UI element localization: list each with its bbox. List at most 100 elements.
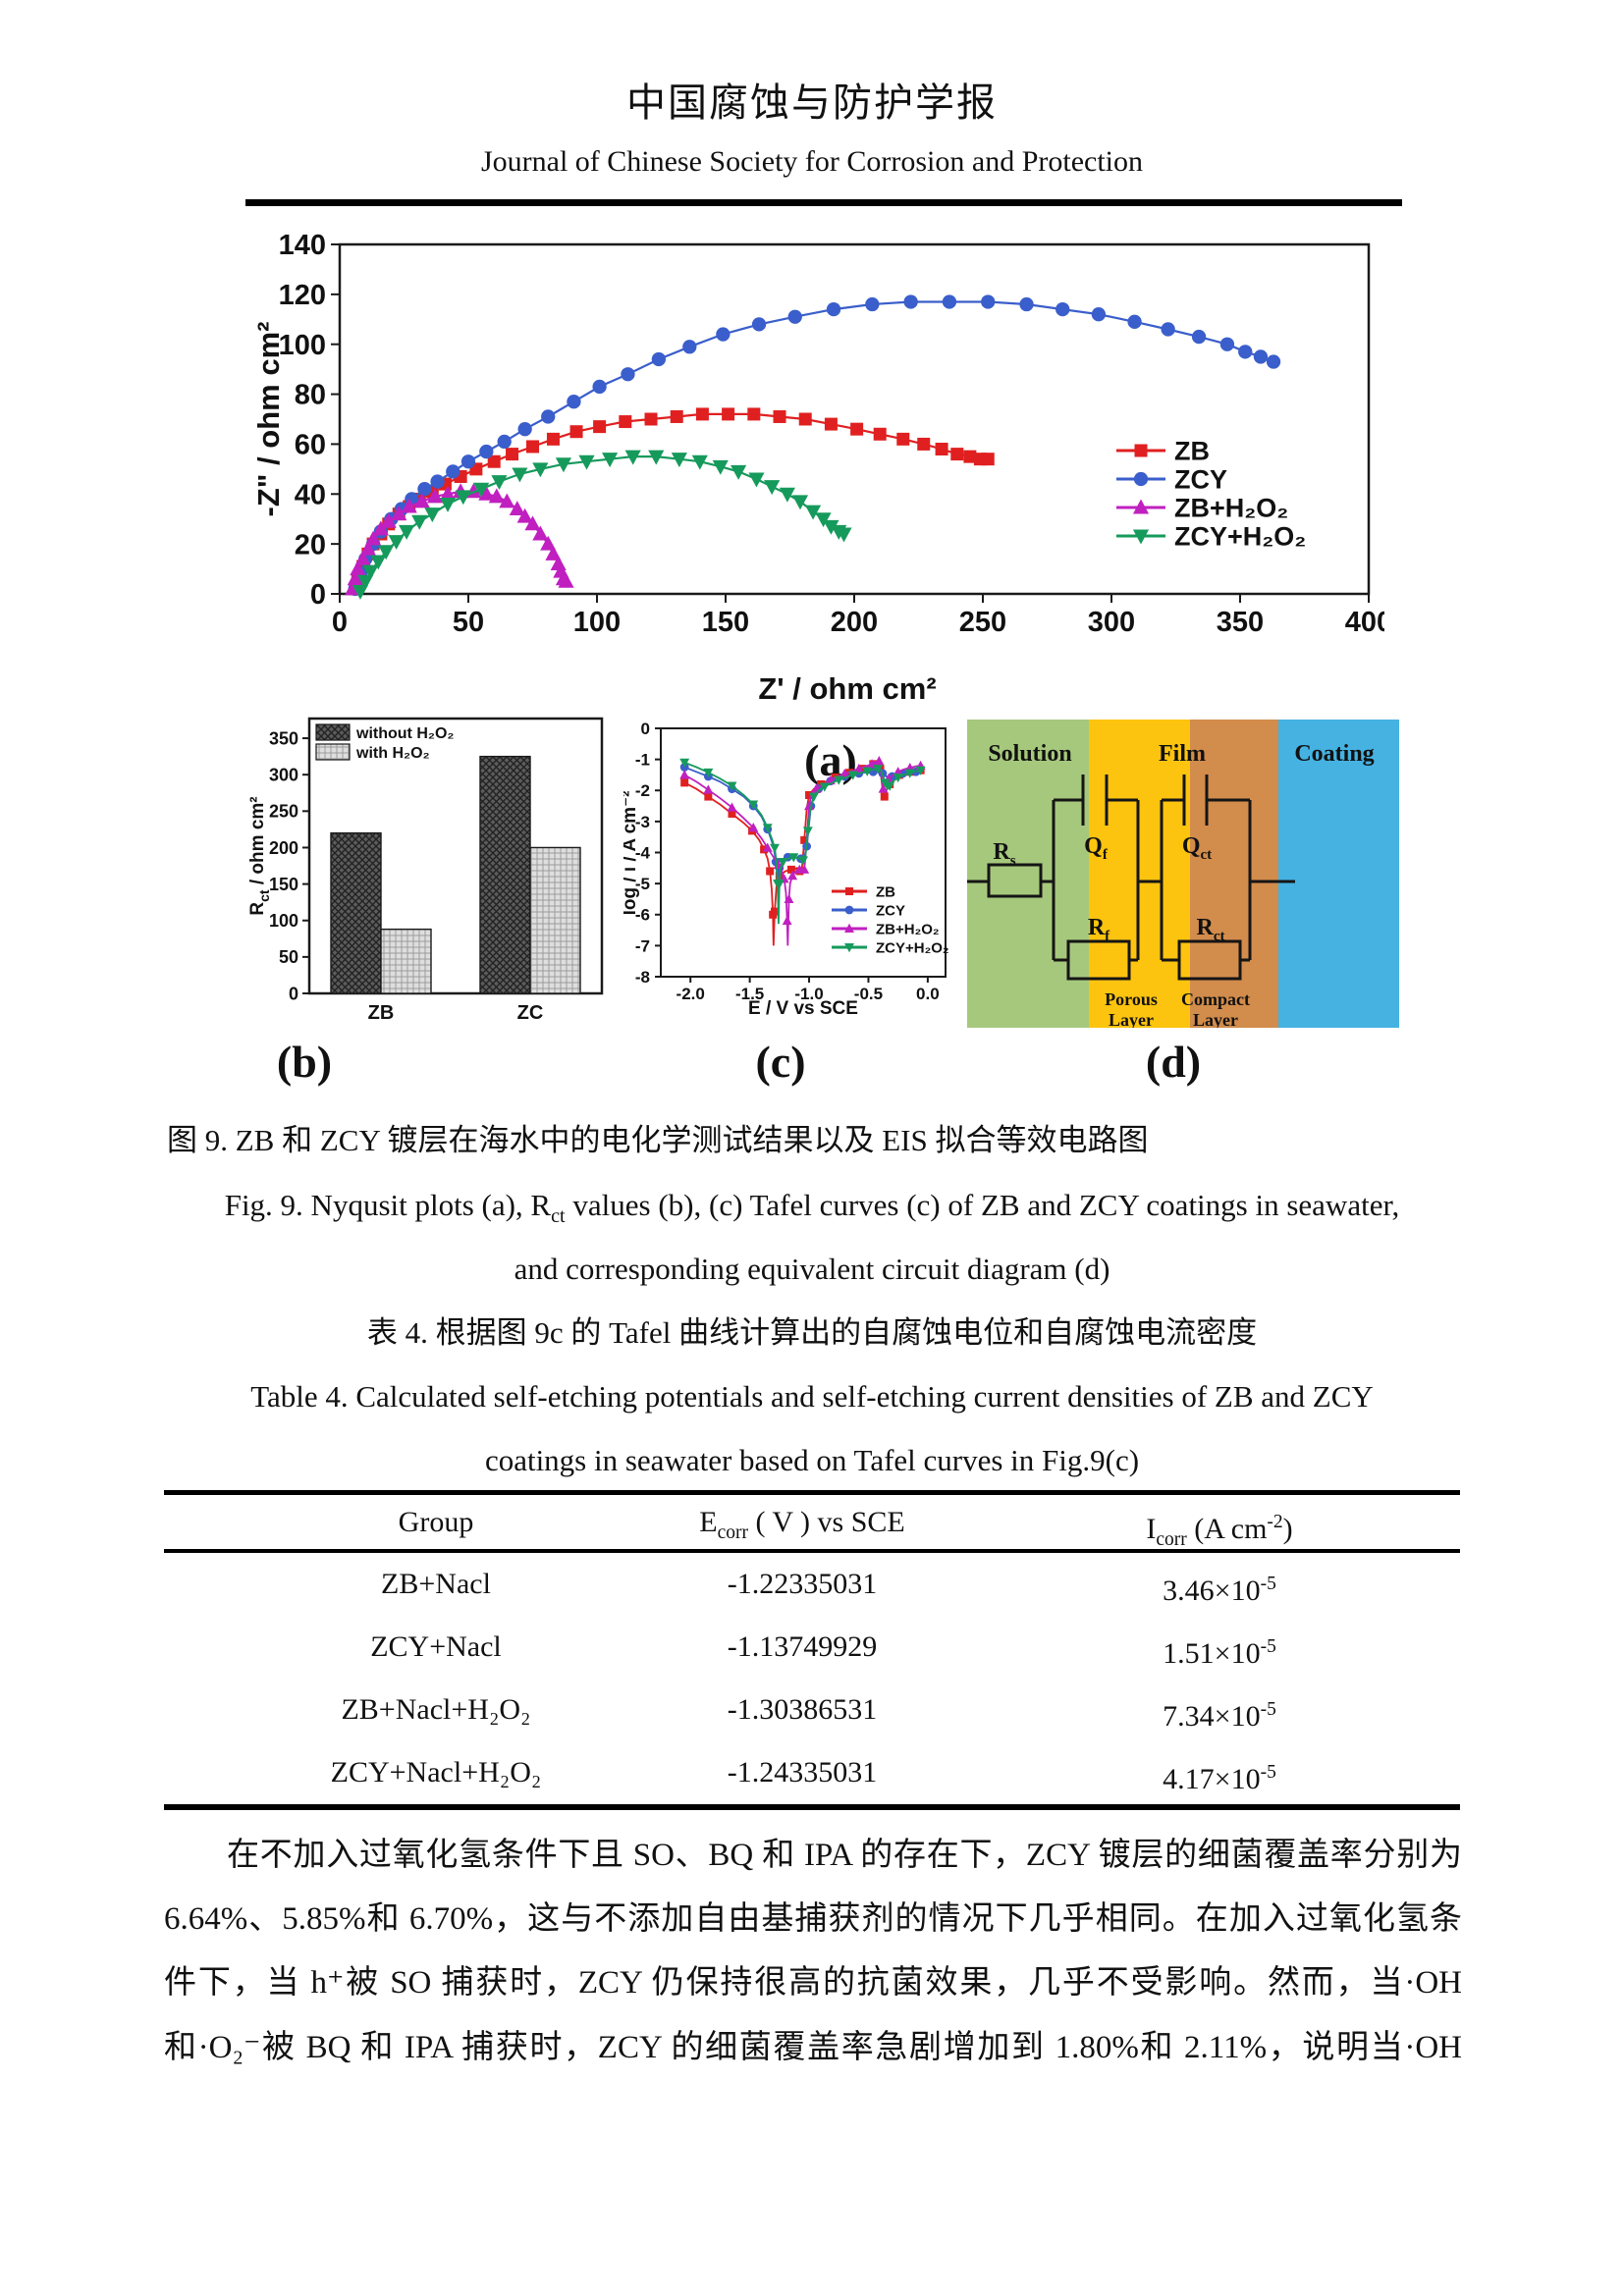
zone-label-solution: Solution: [988, 741, 1071, 767]
header-cell-ecorr: Ecorr ( V ) vs SCE: [699, 1502, 905, 1554]
figure-caption-en-1: Fig. 9. Nyqusit plots (a), Rct values (b…: [0, 1186, 1624, 1236]
equivalent-circuit-panel: Solution Film Coating Rs Qf Rf Qct Rct Porous Lay…: [967, 712, 1399, 1028]
bar-ZB-without H₂O₂: [330, 831, 382, 994]
icorr-exponent: -5: [1260, 1762, 1276, 1783]
figure-caption-en-1-post: values (b), (c) Tafel curves (c) of ZB a…: [565, 1188, 1400, 1222]
icorr-exponent: -5: [1260, 1574, 1276, 1594]
ecorr-unit: ( V ) vs SCE: [747, 1505, 905, 1538]
panel-label-c: (c): [755, 1037, 806, 1087]
y-tick-label: -3: [635, 813, 650, 831]
y-tick-label: 100: [269, 911, 298, 931]
x-tick-label: 100: [573, 607, 621, 638]
table-caption-en-2: coatings in seawater based on Tafel curv…: [484, 1443, 1140, 1477]
legend-swatch: [315, 743, 351, 761]
cell-ecorr: -1.22335031: [727, 1568, 878, 1600]
y-tick-label: -6: [635, 906, 650, 925]
icorr-mantissa: 4.17×10: [1163, 1763, 1261, 1795]
nyquist-plot-panel: 0 50 100 150 200 250 300 350 400 0 20 40 60 80 100 120 1…: [245, 211, 1384, 736]
icorr-symbol: I: [1146, 1512, 1157, 1545]
y-tick-label: 350: [269, 728, 298, 748]
body-paragraph-line-1: 在不加入过氧化氢条件下且 SO、BQ 和 IPA 的存在下，ZCY 镀层的细菌覆…: [227, 1838, 1462, 1873]
porous-layer-label: Porous: [1105, 989, 1158, 1009]
figure-caption-en-1-pre: Fig. 9. Nyqusit plots (a), R: [224, 1188, 552, 1222]
header-rule: [245, 199, 1402, 206]
icorr-mantissa: 7.34×10: [1163, 1700, 1261, 1733]
label-qct: Qct: [1182, 833, 1212, 863]
body-paragraph-line-2: 6.64%、5.85%和 6.70%，这与不添加自由基捕获剂的情况下几乎相同。在…: [164, 1901, 1462, 1937]
x-axis-label: E / V vs SCE: [748, 998, 858, 1019]
plot-frame: [307, 717, 604, 995]
compact-layer-label: Compact: [1181, 989, 1250, 1009]
table-header-row: Group Ecorr ( V ) vs SCE Icorr (A cm-2): [164, 1495, 1460, 1550]
y-tick-label: 120: [279, 280, 326, 311]
y-tick-label: -8: [635, 968, 650, 987]
figure-caption-en-1-sub: ct: [551, 1205, 566, 1228]
y-tick-label: 0: [289, 984, 298, 1003]
x-tick-label: -1.0: [794, 985, 823, 1003]
y-tick-label: -7: [635, 936, 650, 955]
x-tick-label: -1.5: [735, 985, 764, 1003]
x-tick-label: 150: [702, 607, 749, 638]
label-rct: Rct: [1197, 915, 1225, 944]
icorr-unit-exp: -2: [1267, 1511, 1283, 1532]
y-axis-label: Rct / ohm cm²: [247, 796, 272, 915]
category-label: ZB: [368, 1002, 395, 1024]
bar-ZC-with H₂O₂: [529, 846, 581, 994]
x-tick-label: 400: [1345, 607, 1384, 638]
y-tick-label: -1: [635, 751, 650, 770]
legend-label: ZCY: [1174, 465, 1227, 495]
cell-icorr: 3.46×10-5: [1163, 1564, 1276, 1612]
y-tick-label: 40: [295, 479, 326, 510]
x-tick-label: 0: [332, 607, 348, 638]
legend-label: ZB: [1174, 437, 1210, 466]
body-paragraph-line-3: 件下，当 h⁺被 SO 捕获时，ZCY 仍保持很高的抗菌效果，几乎不受影响。然而…: [164, 1965, 1462, 2001]
x-axis-label: Z' / ohm cm²: [758, 671, 936, 706]
icorr-mantissa: 3.46×10: [1163, 1575, 1261, 1607]
category-label: ZC: [517, 1002, 544, 1024]
body-paragraph-line-4: 和·O₂⁻被 BQ 和 IPA 捕获时，ZCY 的细菌覆盖率急剧增加到 1.80…: [164, 2030, 1462, 2065]
x-tick-label: -2.0: [677, 985, 705, 1003]
y-tick-label: 200: [269, 838, 298, 858]
table-top-rule: [164, 1490, 1460, 1495]
icorr-unit-close: ): [1282, 1512, 1293, 1545]
tafel-plot-panel: -2.0 -1.5 -1.0 -0.5 0.0 0 -1 -2 -3 -4 -5 -6 -7 -8 E / …: [623, 699, 962, 1038]
icorr-mantissa: 1.51×10: [1163, 1637, 1261, 1670]
header-cell-group: Group: [398, 1505, 474, 1538]
icorr-exponent: -5: [1260, 1636, 1276, 1657]
label-rs: Rs: [993, 839, 1015, 869]
cell-icorr: 7.34×10-5: [1163, 1689, 1276, 1737]
x-tick-label: 50: [453, 607, 484, 638]
y-tick-label: 250: [269, 802, 298, 822]
x-tick-label: 250: [959, 607, 1006, 638]
legend-label: ZB+H₂O₂: [876, 921, 940, 937]
tafel-plot-svg: -2.0 -1.5 -1.0 -0.5 0.0 0 -1 -2 -3 -4 -5 -6 -7 -8 E / …: [623, 720, 949, 1019]
x-tick-label: 200: [831, 607, 878, 638]
y-tick-label: 60: [295, 430, 326, 461]
table-bottom-rule: [164, 1804, 1460, 1810]
cell-ecorr: -1.30386531: [727, 1693, 878, 1726]
table-row: ZB+Nacl+H₂O₂ -1.30386531 7.34×10-5: [164, 1679, 1460, 1741]
panel-label-b: (b): [276, 1037, 333, 1087]
x-tick-label: 300: [1088, 607, 1135, 638]
y-tick-label: 20: [295, 529, 326, 561]
x-tick-label: -0.5: [854, 985, 883, 1003]
legend-label: ZCY+H₂O₂: [1174, 522, 1306, 552]
table-row: ZCY+Nacl -1.13749929 1.51×10-5: [164, 1616, 1460, 1679]
table-caption-en-1: Table 4. Calculated self-etching potenti…: [250, 1379, 1374, 1414]
legend-label: ZB+H₂O₂: [1174, 494, 1288, 523]
panel-label-d: (d): [1145, 1037, 1202, 1087]
y-tick-label: 80: [295, 380, 326, 411]
compact-layer-label: Layer: [1193, 1010, 1238, 1028]
y-tick-label: 0: [310, 579, 326, 611]
y-tick-label: -2: [635, 781, 650, 800]
icorr-unit: (A cm: [1186, 1512, 1268, 1545]
table-caption-cn: 表 4. 根据图 9c 的 Tafel 曲线计算出的自腐蚀电位和自腐蚀电流密度: [366, 1315, 1258, 1350]
cell-icorr: 4.17×10-5: [1163, 1752, 1276, 1800]
label-rf: Rf: [1088, 915, 1110, 944]
cell-group: ZB+Nacl: [381, 1568, 491, 1600]
y-axis-label: log / i / A cm⁻²: [623, 791, 640, 916]
y-axis-label: -Z" / ohm cm²: [251, 322, 286, 517]
ecorr-symbol: E: [699, 1505, 718, 1538]
y-tick-label: 100: [279, 330, 326, 361]
